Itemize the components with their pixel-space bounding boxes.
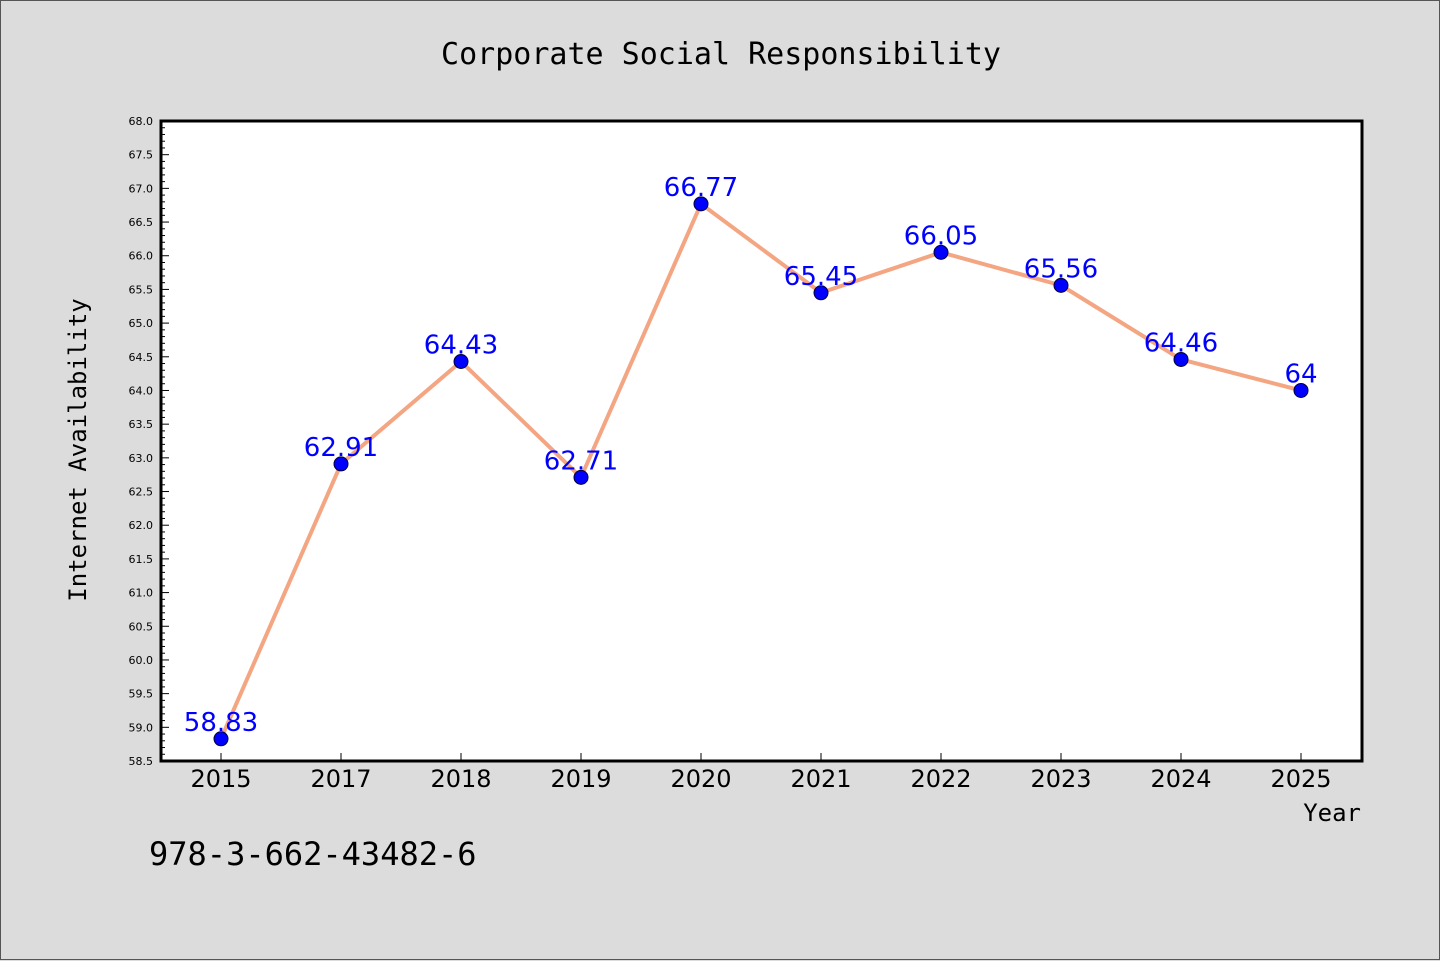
data-point-marker [693, 196, 709, 212]
data-point-marker [813, 285, 829, 301]
data-point-marker [1053, 277, 1069, 293]
y-tick-label: 60.0 [129, 654, 154, 667]
y-tick-label: 59.0 [129, 721, 154, 734]
y-tick-label: 65.5 [129, 283, 154, 296]
data-point-marker [933, 244, 949, 260]
y-tick-label: 60.5 [129, 620, 154, 633]
x-tick-label: 2020 [670, 765, 731, 793]
data-point-label: 62.71 [544, 446, 618, 476]
data-point-label: 65.56 [1024, 254, 1098, 284]
data-point-label: 58.83 [184, 708, 258, 738]
y-tick-label: 66.0 [129, 250, 154, 263]
plot-border [159, 119, 1364, 763]
x-tick-label: 2025 [1270, 765, 1331, 793]
x-tick-label: 2015 [190, 765, 251, 793]
data-point-label: 66.05 [904, 221, 978, 251]
data-point-marker [573, 469, 589, 485]
y-axis: 58.5 59.0 59.5 60.0 60.5 61.0 61.5 62.0 62.5 63.0… [129, 115, 169, 768]
x-tick-label: 2019 [550, 765, 611, 793]
y-tick-label: 67.0 [129, 182, 154, 195]
data-markers [213, 196, 1309, 747]
y-tick-label: 62.0 [129, 519, 154, 532]
data-labels: 58.83 62.91 64.43 62.71 66.77 65.45 66.05 65.56… [184, 173, 1318, 738]
data-point-label: 62.91 [304, 433, 378, 463]
y-tick-label: 61.0 [129, 587, 154, 600]
data-point-label: 66.77 [664, 173, 738, 203]
data-point-label: 64 [1284, 359, 1317, 389]
y-tick-label: 65.0 [129, 317, 154, 330]
x-tick-label: 2023 [1030, 765, 1091, 793]
data-point-label: 64.43 [424, 331, 498, 361]
x-tick-label: 2021 [790, 765, 851, 793]
y-tick-label: 63.5 [129, 418, 154, 431]
chart-title: Corporate Social Responsibility [441, 37, 1001, 72]
y-tick-label: 68.0 [129, 115, 154, 128]
series-line [219, 201, 1302, 740]
y-tick-label: 66.5 [129, 216, 154, 229]
y-tick-label: 59.5 [129, 688, 154, 701]
y-tick-label: 64.0 [129, 384, 154, 397]
y-tick-label: 67.5 [129, 149, 154, 162]
data-point-marker [333, 456, 349, 472]
y-tick-label: 64.5 [129, 351, 154, 364]
x-axis-label: Year [1303, 799, 1361, 827]
data-point-marker [1293, 382, 1309, 398]
y-tick-label: 62.5 [129, 486, 154, 499]
y-tick-label: 63.0 [129, 452, 154, 465]
isbn-text: 978-3-662-43482-6 [149, 835, 477, 873]
y-axis-label: Internet Availability [64, 298, 92, 601]
data-point-marker [453, 354, 469, 370]
x-tick-label: 2024 [1150, 765, 1211, 793]
y-tick-label: 58.5 [129, 755, 154, 768]
data-point-label: 65.45 [784, 262, 858, 292]
y-tick-label: 61.5 [129, 553, 154, 566]
x-axis: 2015 2017 2018 2019 2020 2021 2022 2023 2024 2025 [190, 753, 1332, 793]
x-tick-label: 2017 [310, 765, 371, 793]
data-point-marker [213, 731, 229, 747]
plot-area [161, 121, 1362, 761]
x-tick-label: 2022 [910, 765, 971, 793]
data-point-label: 64.46 [1144, 328, 1218, 358]
x-tick-label: 2018 [430, 765, 491, 793]
data-point-marker [1173, 351, 1189, 367]
